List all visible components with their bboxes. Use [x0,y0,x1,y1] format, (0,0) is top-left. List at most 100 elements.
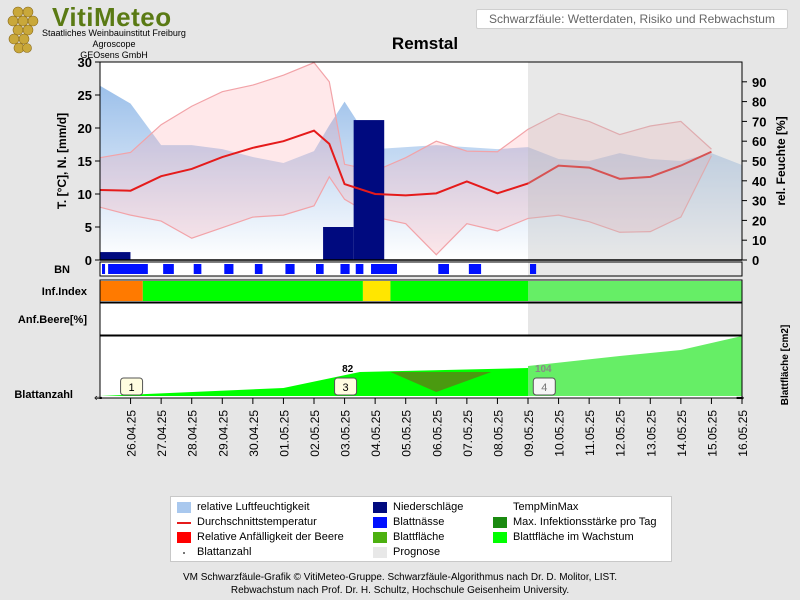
legend-label: Blattanzahl [197,546,252,558]
x-date-label: 07.05.25 [461,410,475,457]
y-left-tick-label: 25 [78,88,92,103]
infection-index-segment [100,281,143,301]
leaf-wetness-segment [355,264,364,274]
y-right-tick-label: 20 [752,213,766,228]
y-left-tick-label: 15 [78,154,92,169]
x-date-label: 29.04.25 [216,410,230,457]
y-right-tick-label: 50 [752,154,766,169]
legend-swatch [177,522,191,524]
x-date-label: 08.05.25 [491,410,505,457]
logo-line-geosens: GEOsens GmbH [80,50,148,60]
leaf-axis-left-arrow: ⇐ [94,393,102,404]
y-left-axis-label: T. [°C], N. [mm/d] [55,113,69,209]
leaf-wetness-segment [254,264,263,274]
legend-label: Blattfläche im Wachstum [513,531,634,543]
x-date-label: 30.04.25 [247,410,261,457]
anf-row-label: Anf.Beere[%] [18,314,87,326]
leaf-wetness-segment [285,264,295,274]
leaf-count-marker [334,377,358,396]
footer-line-2: Rebwachstum nach Prof. Dr. H. Schultz, H… [230,585,570,596]
x-date-label: 05.05.25 [400,410,414,457]
legend-swatch [177,502,191,513]
x-date-label: 16.05.25 [736,410,750,457]
leaf-wetness-segment [108,264,148,274]
legend-label: Prognose [393,546,441,558]
legend-label: Relative Anfälligkeit der Beere [197,531,344,543]
legend-swatch [373,517,387,528]
legend-swatch [177,532,191,543]
vitimeteo-logo: VitiMeteo Staatliches Weinbauinstitut Fr… [4,2,194,60]
x-date-label: 11.05.25 [583,410,597,456]
leaf-wetness-segment [530,264,537,274]
legend-label: Blattnässe [393,516,445,528]
leaf-area-label: 104 [535,364,552,375]
precipitation-bar [323,227,354,260]
y-right-axis-label: rel. Feuchte [%] [774,116,788,205]
y-right-tick-label: 10 [752,233,766,248]
precipitation-bar [99,252,131,260]
x-date-label: 27.04.25 [155,410,169,457]
tempminmax-band [100,62,712,255]
blattflaeche-axis-label: Blattfläche [cm2] [780,325,791,406]
legend-label: Max. Infektionsstärke pro Tag [513,516,657,528]
leaf-count-label: 1 [129,382,135,394]
precipitation-bar [353,120,385,260]
x-date-label: 04.05.25 [369,410,383,457]
bn-row-border [99,261,743,277]
chart-svg: 0 5 10 15 20 25 30 0 10 20 30 40 50 60 70 80 90 T. [°C], … [14,55,791,457]
temp-min-line [99,155,712,256]
leaf-area-forecast [528,336,742,396]
logo-line-agroscope: Agroscope [92,39,136,49]
leaf-wetness-segment [163,264,174,274]
legend-label: relative Luftfeuchtigkeit [197,501,310,513]
chart-subtitle: Schwarzfäule: Wetterdaten, Risiko und Re… [476,9,788,29]
forecast-shade-anf [528,303,742,335]
mean-temperature-line [99,129,712,197]
inf-row-border [99,279,743,303]
y-left-tick-label: 30 [78,55,92,70]
x-date-label: 06.05.25 [430,410,444,457]
leaf-wetness-segment [316,264,324,274]
logo-line-institute: Staatliches Weinbauinstitut Freiburg [42,28,186,38]
x-date-label: 14.05.25 [675,410,689,457]
legend-swatch [373,532,387,543]
y-right-tick-label: 70 [752,114,766,129]
x-date-label: 02.05.25 [308,410,322,457]
y-left-tick-label: 5 [85,220,92,235]
anf-row-border [99,302,743,336]
legend-label: TempMinMax [513,501,579,513]
x-date-label: 12.05.25 [614,410,628,457]
logo-title: VitiMeteo [52,2,172,32]
x-date-label: 28.04.25 [186,410,200,457]
footer: VM Schwarzfäule-Grafik © VitiMeteo-Grupp… [0,571,800,597]
x-date-label: 09.05.25 [522,410,536,457]
infection-index-segment [390,281,528,301]
leaf-wetness-segment [468,264,482,274]
y-left-tick-label: 0 [85,253,92,268]
legend-swatch [493,532,507,543]
x-date-label: 03.05.25 [339,410,353,457]
infection-index-segment [528,281,742,301]
forecast-shade-bn [528,262,742,276]
inf-row-label: Inf.Index [42,286,88,298]
leaf-axis-right-arrow: ⇒ [736,393,744,404]
legend-swatch [493,517,507,528]
y-left-tick-label: 10 [78,187,92,202]
y-right-tick-label: 60 [752,134,766,149]
legend-label: Durchschnittstemperatur [197,516,317,528]
leaf-wetness-segment [193,264,202,274]
x-date-label: 10.05.25 [553,410,567,457]
legend-swatch [373,547,387,558]
y-right-tick-label: 30 [752,194,766,209]
temp-max-line [99,61,712,172]
y-left-tick-label: 20 [78,121,92,136]
forecast-shade [528,62,742,260]
leaf-count-label: 4 [541,382,547,394]
infection-index-segment [142,281,363,301]
legend-swatch [493,502,507,513]
y-right-tick-label: 80 [752,95,766,110]
leaf-wetness-segment [340,264,350,274]
blatt-row-label: Blattanzahl [14,389,73,401]
leaf-area-label: 82 [342,364,354,375]
